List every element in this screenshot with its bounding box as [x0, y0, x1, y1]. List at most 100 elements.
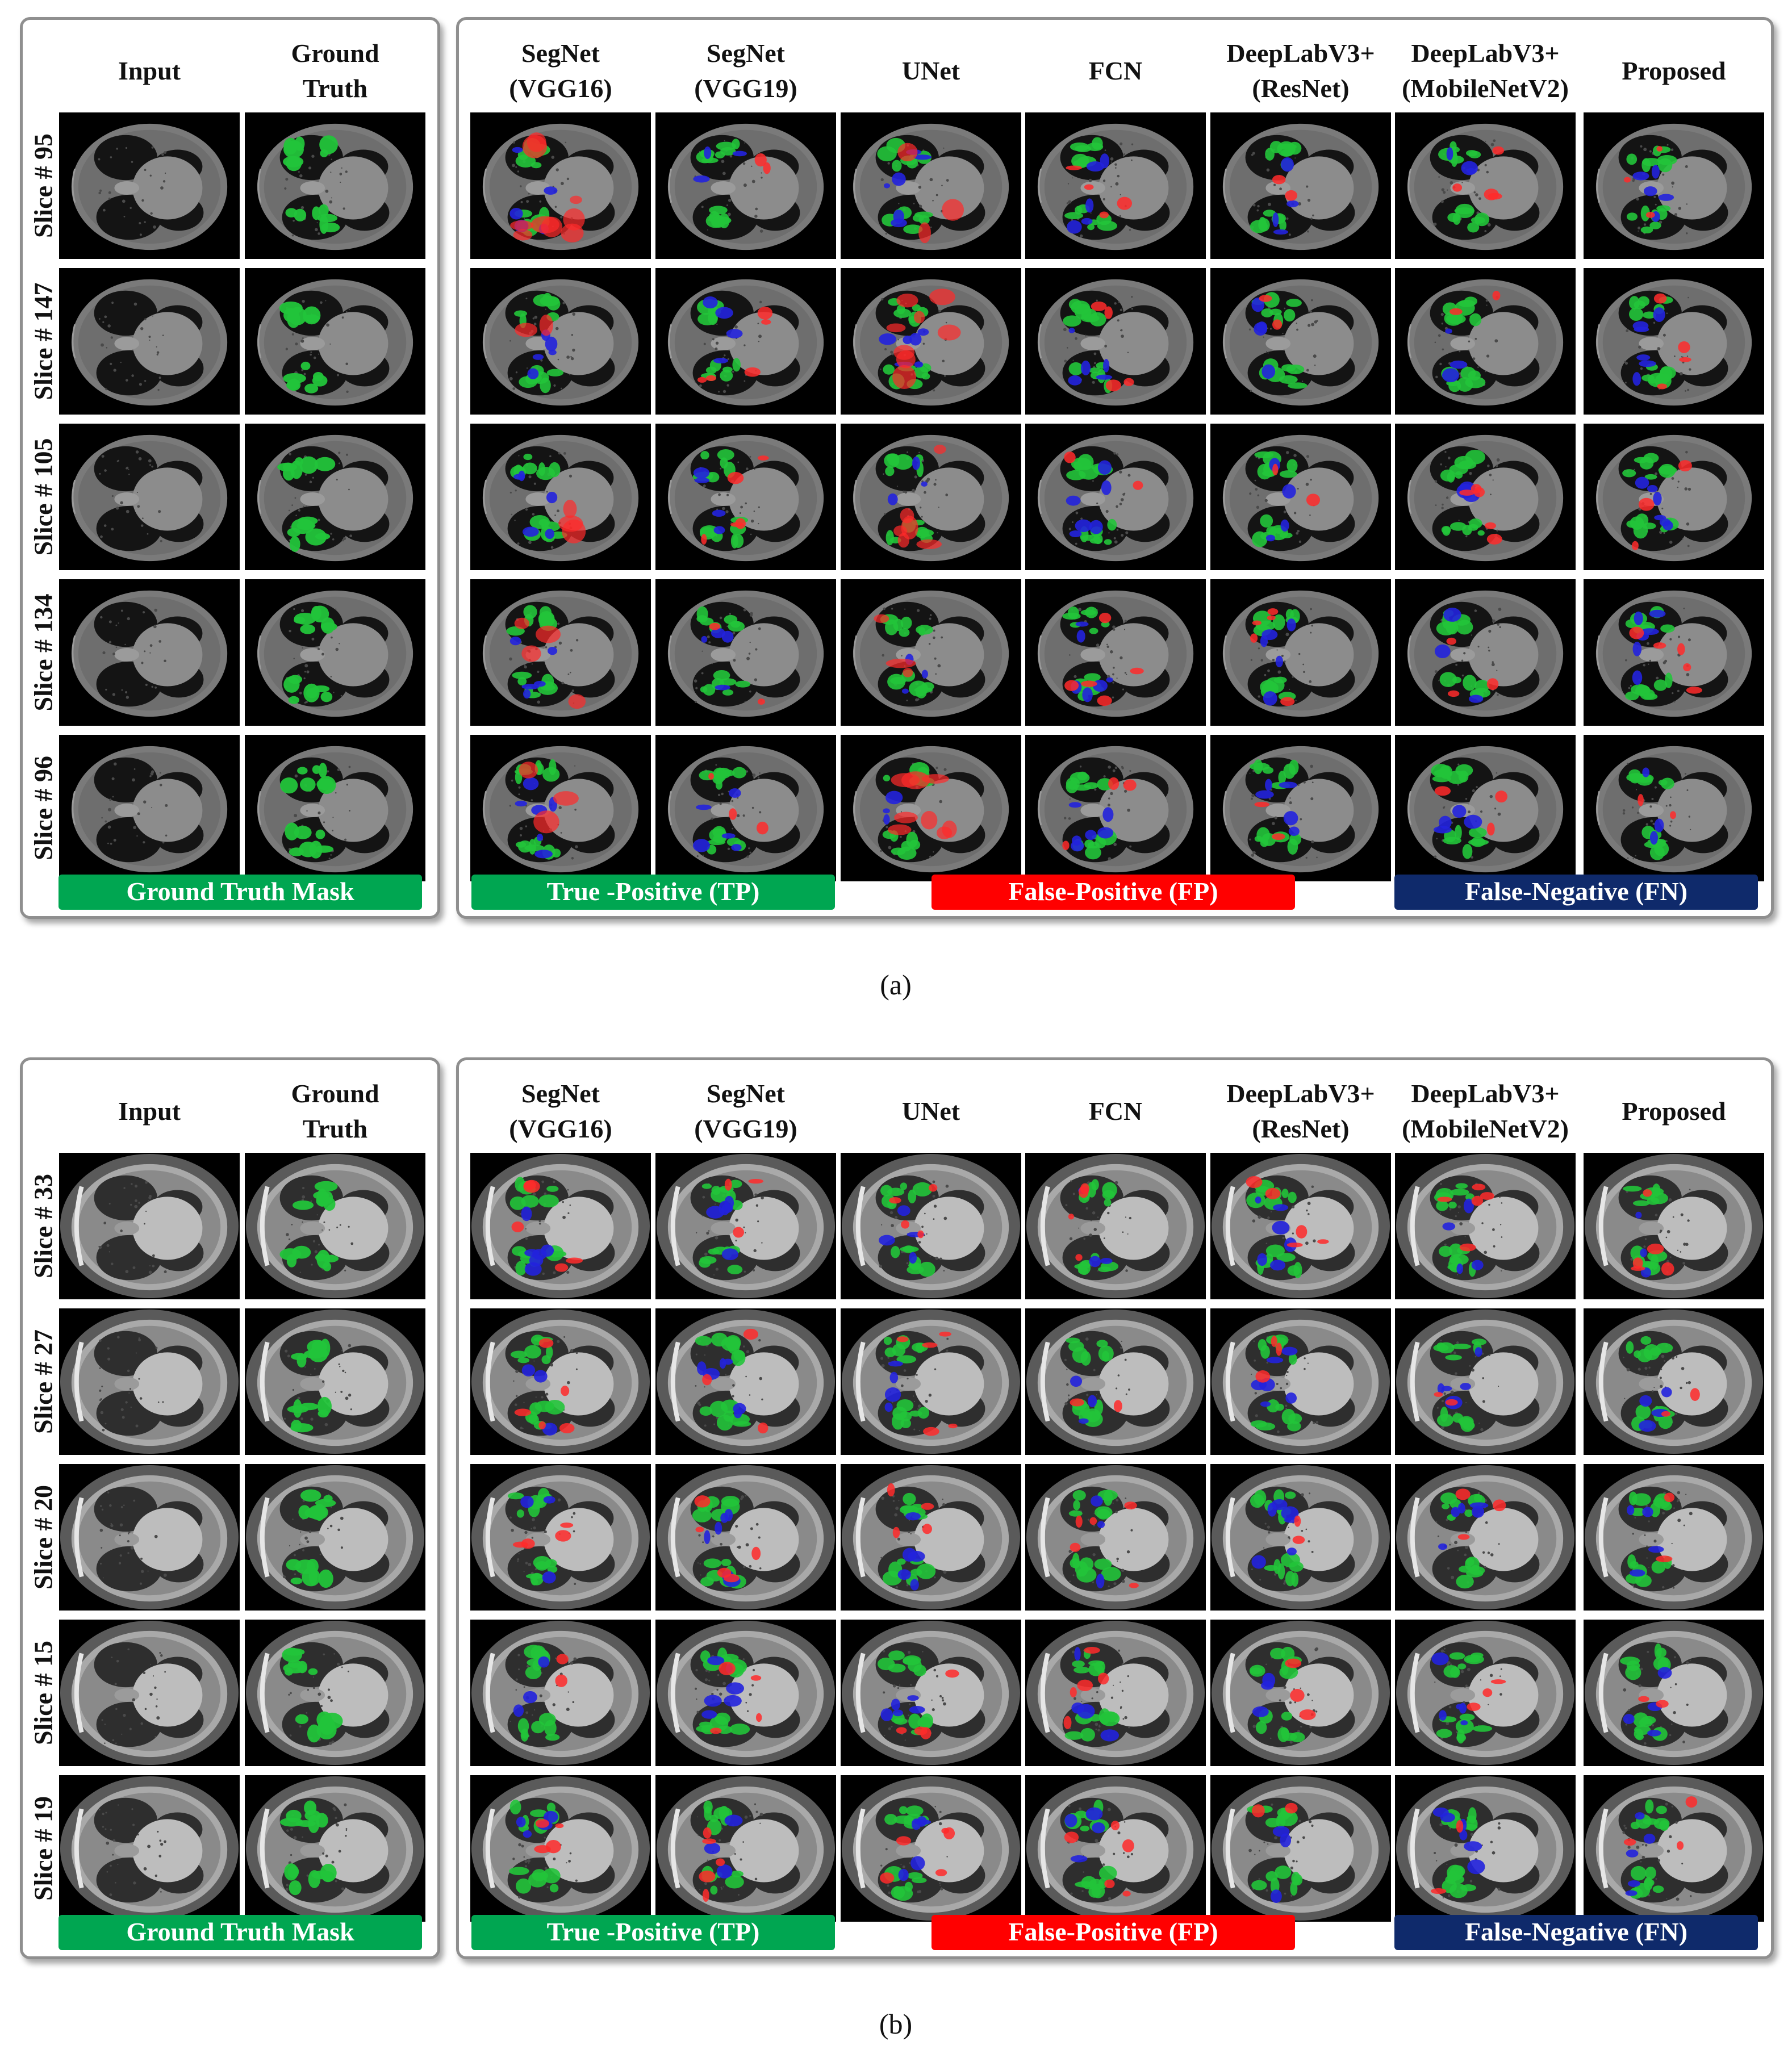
ct-slice-image-pred — [841, 1775, 1021, 1922]
column-header: SegNet (VGG16) — [509, 38, 612, 103]
column-header: DeepLabV3+ (MobileNetV2) — [1402, 38, 1569, 103]
ct-slice-image-pred — [655, 579, 836, 726]
column-header: DeepLabV3+ (ResNet) — [1226, 1078, 1375, 1143]
ct-slice-image-pred — [655, 735, 836, 881]
column-header: UNet — [901, 56, 960, 85]
ct-slice-image-pred — [1584, 1308, 1764, 1455]
ct-slice-image-pred — [1584, 1153, 1764, 1299]
column-header: FCN — [1088, 56, 1143, 85]
ct-slice-image-input — [59, 1153, 240, 1299]
column-header: SegNet (VGG16) — [509, 1078, 612, 1143]
slice-label: Slice # 95 — [28, 133, 58, 238]
ct-slice-image-pred — [1395, 735, 1576, 881]
column-header: FCN — [1088, 1096, 1143, 1126]
ct-slice-image-gt — [245, 1308, 425, 1455]
ct-slice-image-pred — [470, 735, 651, 881]
column-header: Proposed — [1622, 1096, 1726, 1126]
ct-slice-image-input — [59, 1464, 240, 1611]
slice-label: Slice # 27 — [28, 1329, 58, 1434]
legend-fp: False-Positive (FP) — [931, 1915, 1295, 1950]
ct-slice-image-pred — [841, 1153, 1021, 1299]
ct-slice-image-gt — [245, 112, 425, 259]
ct-slice-image-pred — [1210, 1464, 1391, 1611]
legend-fn: False-Negative (FN) — [1394, 1915, 1758, 1950]
legend-mask: Ground Truth Mask — [59, 1915, 422, 1950]
column-header: DeepLabV3+ (ResNet) — [1226, 38, 1375, 103]
slice-label: Slice # 105 — [28, 438, 58, 556]
column-header: SegNet (VGG19) — [694, 38, 797, 103]
ct-slice-image-pred — [1584, 112, 1764, 259]
column-header: DeepLabV3+ (MobileNetV2) — [1402, 1078, 1569, 1143]
panel-caption: (b) — [879, 2008, 913, 2040]
ct-slice-image-pred — [655, 424, 836, 570]
column-header: SegNet (VGG19) — [694, 1078, 797, 1143]
ct-slice-image-pred — [470, 1308, 651, 1455]
ct-slice-image-pred — [1584, 268, 1764, 415]
ct-slice-image-pred — [1395, 1464, 1576, 1611]
ct-slice-image-pred — [841, 424, 1021, 570]
column-header: Input — [118, 1096, 181, 1126]
slice-label: Slice # 134 — [28, 593, 58, 712]
ct-slice-image-pred — [841, 112, 1021, 259]
ct-slice-image-pred — [1025, 1308, 1206, 1455]
ct-slice-image-pred — [470, 112, 651, 259]
ct-slice-image-pred — [841, 1464, 1021, 1611]
ct-slice-image-pred — [1395, 1775, 1576, 1922]
ct-slice-image-pred — [1584, 579, 1764, 726]
ct-slice-image-input — [59, 112, 240, 259]
legend-fp: False-Positive (FP) — [931, 875, 1295, 910]
ct-slice-image-pred — [1025, 268, 1206, 415]
column-header: Ground Truth — [291, 1078, 379, 1143]
ct-slice-image-pred — [841, 579, 1021, 726]
ct-slice-image-pred — [1584, 1775, 1764, 1922]
legend-tp: True -Positive (TP) — [471, 1915, 835, 1950]
ct-slice-image-pred — [1210, 268, 1391, 415]
ct-slice-image-pred — [1210, 424, 1391, 570]
ct-slice-image-pred — [1210, 112, 1391, 259]
ct-slice-image-pred — [1025, 424, 1206, 570]
panel-caption: (a) — [880, 969, 912, 1001]
slice-label: Slice # 147 — [28, 282, 58, 400]
ct-slice-image-pred — [655, 1620, 836, 1766]
column-header: UNet — [901, 1096, 960, 1126]
slice-label: Slice # 15 — [28, 1641, 58, 1745]
column-header: Proposed — [1622, 56, 1726, 85]
ct-slice-image-pred — [470, 268, 651, 415]
ct-slice-image-pred — [841, 1620, 1021, 1766]
ct-slice-image-pred — [841, 268, 1021, 415]
ct-slice-image-gt — [245, 1775, 425, 1922]
ct-slice-image-gt — [245, 268, 425, 415]
legend-tp: True -Positive (TP) — [471, 875, 835, 910]
ct-slice-image-pred — [655, 1153, 836, 1299]
ct-slice-image-pred — [1584, 735, 1764, 881]
ct-slice-image-input — [59, 1775, 240, 1922]
slice-label: Slice # 33 — [28, 1174, 58, 1278]
ct-slice-image-pred — [470, 1464, 651, 1611]
ct-slice-image-pred — [1210, 579, 1391, 726]
ct-slice-image-pred — [1584, 424, 1764, 570]
column-header: Ground Truth — [291, 38, 379, 103]
ct-slice-image-gt — [245, 1620, 425, 1766]
ct-slice-image-pred — [1395, 1620, 1576, 1766]
ct-slice-image-pred — [655, 268, 836, 415]
ct-slice-image-pred — [1210, 1775, 1391, 1922]
ct-slice-image-pred — [1210, 1153, 1391, 1299]
ct-slice-image-pred — [470, 579, 651, 726]
ct-slice-image-pred — [1395, 579, 1576, 726]
ct-slice-image-pred — [1210, 1620, 1391, 1766]
ct-slice-image-input — [59, 579, 240, 726]
ct-slice-image-pred — [655, 1775, 836, 1922]
ct-slice-image-pred — [1584, 1464, 1764, 1611]
ct-slice-image-input — [59, 424, 240, 570]
ct-slice-image-pred — [470, 1153, 651, 1299]
ct-slice-image-pred — [1025, 735, 1206, 881]
ct-slice-image-pred — [1395, 1153, 1576, 1299]
ct-slice-image-pred — [655, 1464, 836, 1611]
ct-slice-image-pred — [1395, 424, 1576, 570]
ct-slice-image-pred — [1210, 1308, 1391, 1455]
ct-slice-image-pred — [655, 112, 836, 259]
ct-slice-image-pred — [655, 1308, 836, 1455]
ct-slice-image-gt — [245, 1464, 425, 1611]
ct-slice-image-pred — [470, 424, 651, 570]
ct-slice-image-gt — [245, 1153, 425, 1299]
